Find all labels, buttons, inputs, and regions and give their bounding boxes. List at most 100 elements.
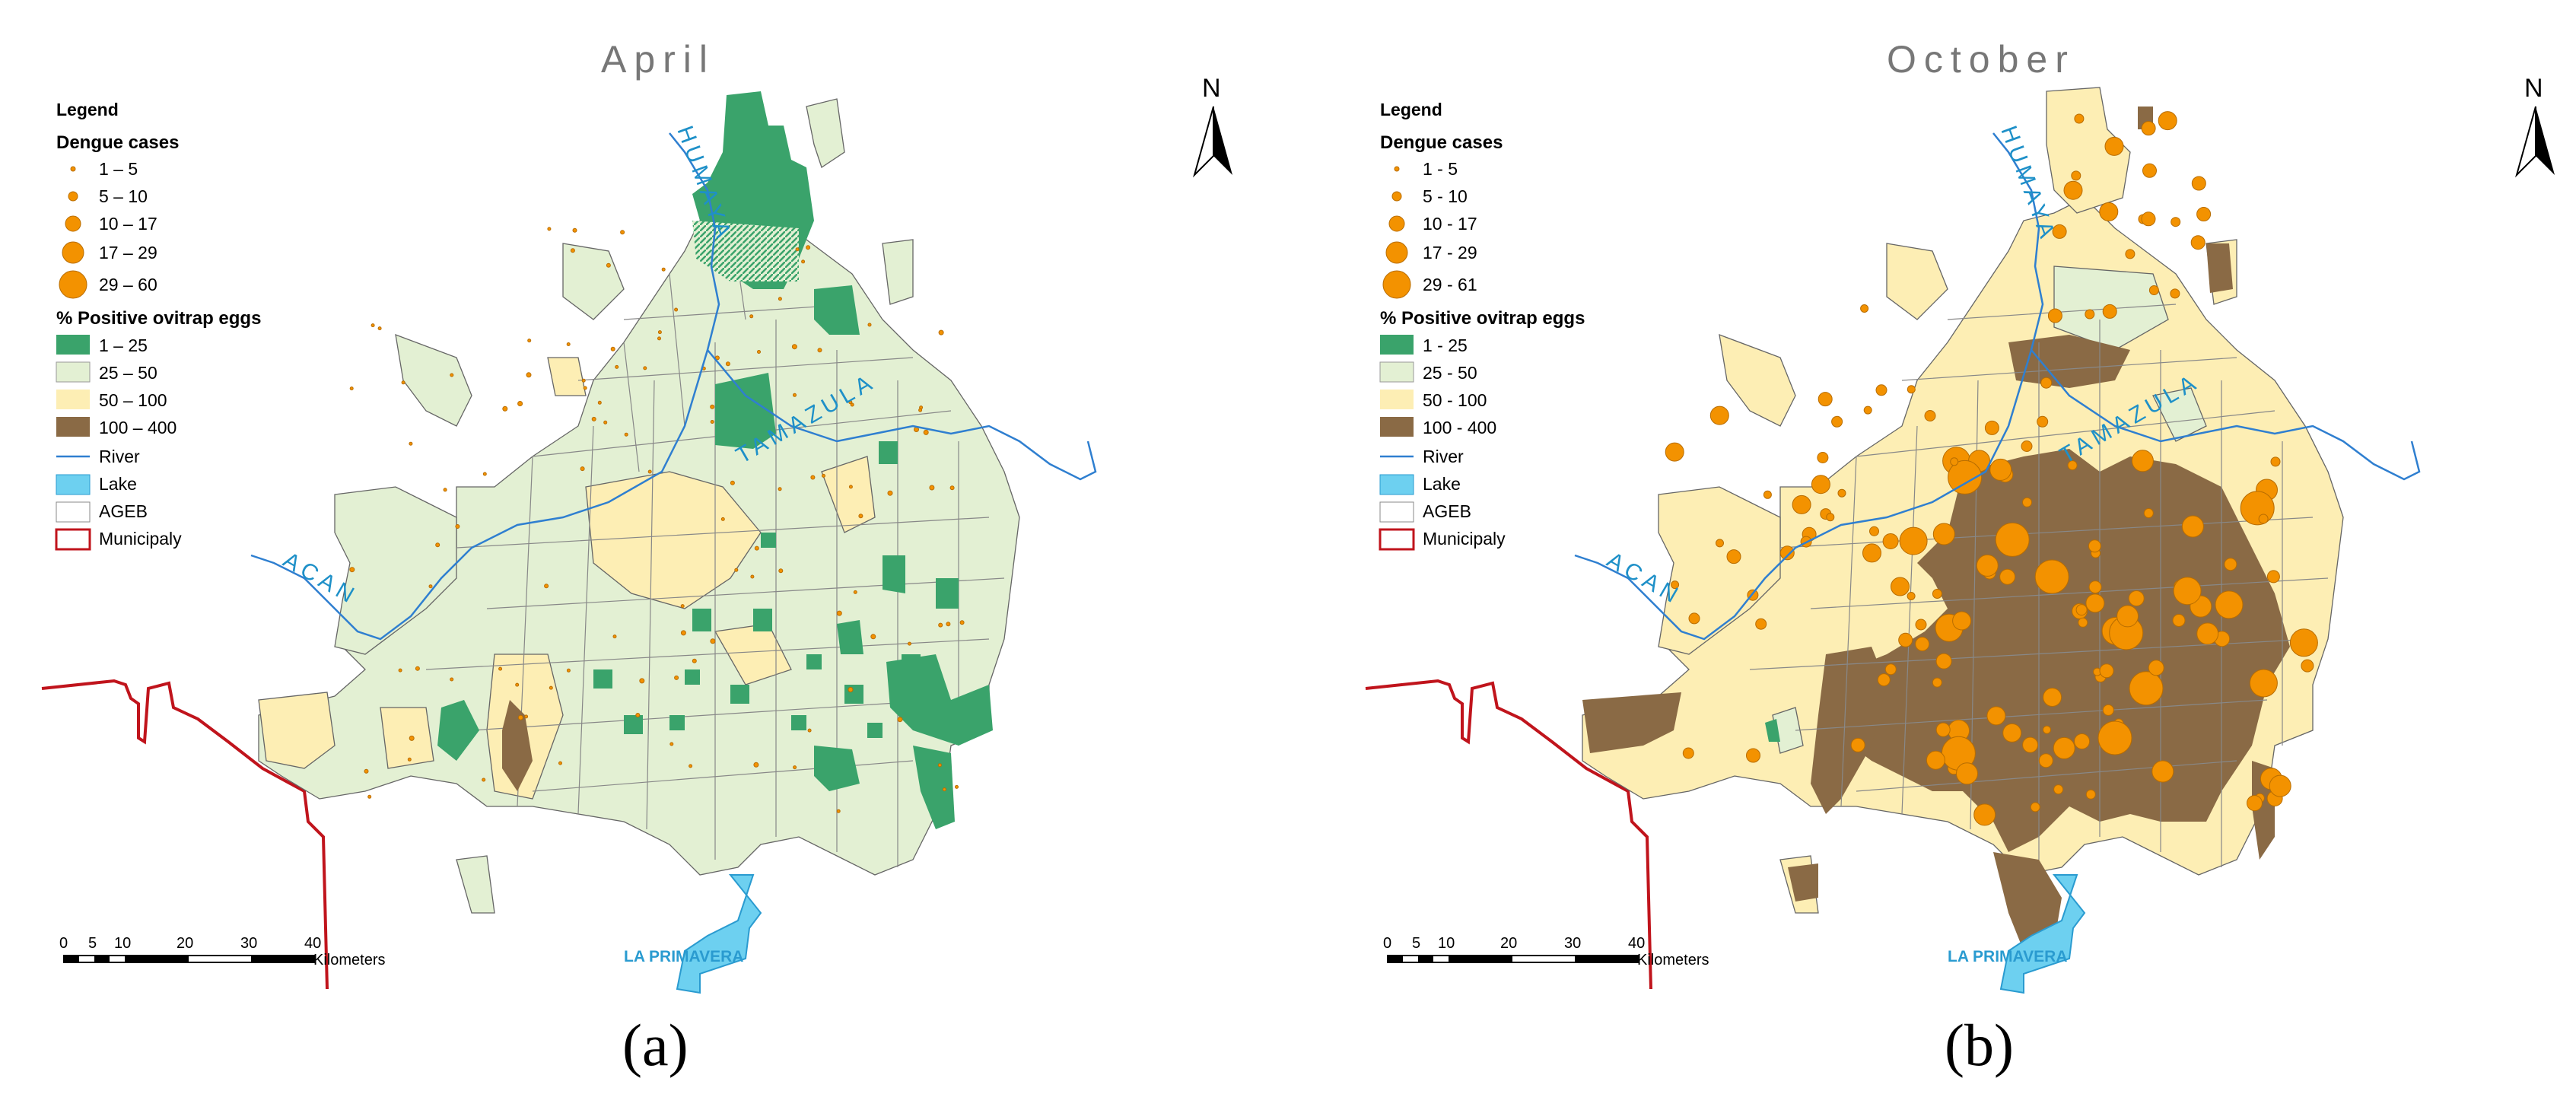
dengue-case-marker bbox=[2249, 669, 2278, 698]
scale-tick: 5 bbox=[88, 935, 97, 952]
dengue-case-marker bbox=[2289, 628, 2318, 657]
dengue-case-marker bbox=[549, 685, 553, 690]
dengue-case-marker bbox=[450, 677, 454, 682]
dengue-case-marker bbox=[887, 490, 893, 496]
dengue-case-marker bbox=[1746, 748, 1760, 763]
legend-lake-swatch bbox=[56, 474, 91, 495]
dengue-case-marker bbox=[1671, 580, 1680, 590]
dengue-case-marker bbox=[1915, 619, 1927, 631]
legend-label: 5 – 10 bbox=[99, 186, 148, 206]
legend-label: 29 – 60 bbox=[99, 275, 157, 294]
dengue-case-marker bbox=[674, 675, 679, 680]
dengue-case-marker bbox=[572, 227, 577, 233]
legend-symbol bbox=[65, 215, 81, 232]
dengue-case-marker bbox=[1709, 405, 1729, 425]
dengue-case-marker bbox=[2269, 774, 2291, 797]
dengue-case-marker bbox=[2063, 180, 2083, 200]
scale-bar: 0 5 10 20 30 40 Kilometers bbox=[59, 935, 385, 968]
north-label: N bbox=[2524, 74, 2543, 103]
dengue-case-marker bbox=[680, 604, 685, 609]
dengue-case-marker bbox=[566, 668, 571, 673]
dengue-case-marker bbox=[858, 514, 863, 519]
legend-swatch bbox=[1380, 417, 1414, 437]
dengue-case-marker bbox=[367, 794, 372, 799]
dengue-case-marker bbox=[2215, 590, 2244, 619]
dengue-case-marker bbox=[2038, 753, 2053, 768]
dengue-case-marker bbox=[398, 668, 402, 673]
dengue-case-marker bbox=[377, 326, 382, 331]
legend: Legend Dengue cases 1 – 5 5 – 10 10 – 17… bbox=[55, 100, 261, 551]
legend-swatch bbox=[56, 390, 90, 409]
dengue-case-marker bbox=[1860, 304, 1869, 313]
legend-symbol bbox=[59, 270, 87, 299]
dengue-case-marker bbox=[2125, 249, 2136, 259]
legend-swatch bbox=[1380, 390, 1414, 409]
dengue-case-marker bbox=[754, 545, 759, 551]
dengue-case-marker bbox=[2085, 789, 2096, 800]
dengue-case-marker bbox=[2196, 622, 2219, 645]
dengue-case-marker bbox=[2141, 211, 2156, 227]
ageb-polygon bbox=[395, 333, 472, 427]
dengue-case-marker bbox=[938, 329, 944, 336]
rivers bbox=[250, 132, 1097, 641]
dengue-case-marker bbox=[757, 350, 761, 354]
dengue-case-marker bbox=[349, 386, 354, 391]
dengue-case-marker bbox=[2099, 202, 2119, 221]
dengue-case-marker bbox=[2196, 207, 2212, 221]
scale-tick: 10 bbox=[1438, 935, 1455, 952]
dengue-case-marker bbox=[1877, 673, 1891, 687]
dengue-case-marker bbox=[1862, 543, 1881, 563]
dengue-case-marker bbox=[643, 366, 647, 370]
dengue-case-marker bbox=[482, 778, 486, 782]
dengue-case-marker bbox=[2043, 688, 2062, 707]
dengue-case-marker bbox=[1811, 475, 1830, 495]
legend-ovitrap-heading: % Positive ovitrap eggs bbox=[1380, 308, 1585, 329]
dengue-case-marker bbox=[1932, 523, 1955, 545]
ovitrap-low-patch bbox=[1765, 719, 1780, 742]
dengue-case-marker bbox=[517, 714, 523, 720]
legend-swatch bbox=[56, 335, 90, 355]
ageb-polygon bbox=[585, 471, 762, 609]
legend-swatch bbox=[1379, 361, 1414, 383]
dengue-case-marker bbox=[2266, 570, 2280, 584]
legend-label: 50 - 100 bbox=[1423, 390, 1487, 410]
dengue-case-marker bbox=[714, 355, 720, 361]
scale-tick: 10 bbox=[114, 935, 131, 952]
dengue-case-marker bbox=[720, 517, 725, 521]
ageb-polygon bbox=[882, 239, 914, 305]
dengue-case-marker bbox=[1875, 384, 1887, 396]
dengue-case-marker bbox=[2172, 614, 2186, 627]
dengue-case-marker bbox=[2143, 508, 2154, 518]
dengue-case-marker bbox=[1682, 747, 1694, 759]
legend-label: AGEB bbox=[1423, 501, 1471, 521]
dengue-case-marker bbox=[1688, 612, 1700, 625]
dengue-case-marker bbox=[1935, 653, 1952, 669]
dengue-case-marker bbox=[2030, 802, 2040, 813]
dengue-case-marker bbox=[2148, 285, 2159, 295]
dengue-case-marker bbox=[581, 378, 586, 383]
dengue-case-marker bbox=[1863, 405, 1872, 415]
dengue-case-marker bbox=[364, 768, 369, 774]
dengue-case-marker bbox=[409, 735, 415, 741]
dengue-case-marker bbox=[583, 386, 587, 390]
ageb-polygon bbox=[714, 623, 792, 685]
legend-symbol bbox=[1391, 191, 1402, 202]
dengue-case-marker bbox=[730, 480, 735, 485]
ovitrap-low-patches bbox=[437, 91, 993, 829]
dengue-case-marker bbox=[615, 364, 619, 369]
legend-label: River bbox=[99, 447, 140, 466]
panel-caption: (a) bbox=[622, 1012, 689, 1078]
dengue-points bbox=[349, 227, 965, 813]
dengue-case-marker bbox=[1882, 533, 1899, 549]
dengue-case-marker bbox=[749, 314, 754, 319]
dengue-case-marker bbox=[2088, 580, 2102, 594]
dengue-case-marker bbox=[2053, 784, 2064, 795]
dengue-case-marker bbox=[870, 634, 876, 640]
dengue-case-marker bbox=[692, 658, 697, 663]
dengue-case-marker bbox=[2301, 659, 2314, 673]
dengue-case-marker bbox=[1818, 392, 1833, 407]
legend-symbol bbox=[1382, 270, 1411, 299]
legend-dengue-heading: Dengue cases bbox=[56, 132, 179, 153]
dengue-case-marker bbox=[450, 373, 454, 377]
legend-label: 10 - 17 bbox=[1423, 214, 1477, 234]
